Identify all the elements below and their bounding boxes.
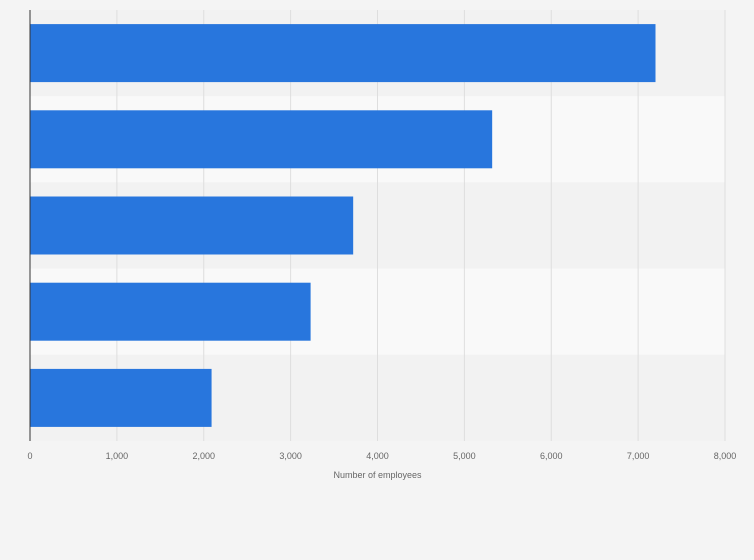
bar [30, 24, 656, 83]
x-tick-label: 3,000 [279, 451, 302, 461]
x-tick-label: 1,000 [106, 451, 129, 461]
bars [30, 24, 656, 427]
x-tick-label: 8,000 [714, 451, 737, 461]
x-axis-title: Number of employees [333, 470, 422, 480]
x-tick-label: 7,000 [627, 451, 650, 461]
bar [30, 110, 493, 169]
bar [30, 282, 311, 341]
x-tick-label: 4,000 [366, 451, 389, 461]
x-tick-label: 2,000 [192, 451, 215, 461]
x-tick-label: 6,000 [540, 451, 563, 461]
x-tick-labels: 0 1,000 2,000 3,000 4,000 5,000 6,000 7,000 8,00… [27, 451, 736, 461]
bar [30, 196, 354, 255]
bar [30, 368, 212, 427]
x-tick-label: 5,000 [453, 451, 476, 461]
x-tick-label: 0 [27, 451, 32, 461]
